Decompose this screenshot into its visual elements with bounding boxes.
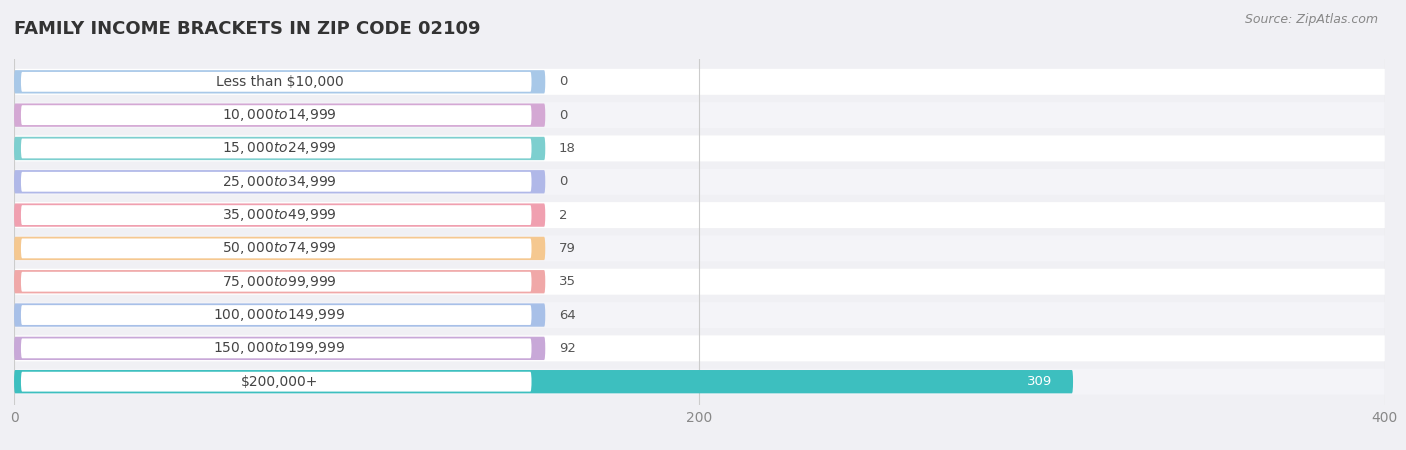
FancyBboxPatch shape <box>21 238 531 258</box>
FancyBboxPatch shape <box>21 338 531 358</box>
FancyBboxPatch shape <box>14 337 546 360</box>
Text: 79: 79 <box>560 242 576 255</box>
FancyBboxPatch shape <box>21 172 531 192</box>
FancyBboxPatch shape <box>14 270 546 293</box>
FancyBboxPatch shape <box>14 169 1385 195</box>
FancyBboxPatch shape <box>14 302 1385 328</box>
Text: $15,000 to $24,999: $15,000 to $24,999 <box>222 140 337 157</box>
FancyBboxPatch shape <box>14 269 1385 295</box>
FancyBboxPatch shape <box>14 303 546 327</box>
Text: $50,000 to $74,999: $50,000 to $74,999 <box>222 240 337 256</box>
FancyBboxPatch shape <box>21 305 531 325</box>
Text: $150,000 to $199,999: $150,000 to $199,999 <box>214 340 346 356</box>
FancyBboxPatch shape <box>21 139 531 158</box>
FancyBboxPatch shape <box>14 170 546 194</box>
Text: 18: 18 <box>560 142 576 155</box>
FancyBboxPatch shape <box>14 370 1073 393</box>
Text: $75,000 to $99,999: $75,000 to $99,999 <box>222 274 337 290</box>
FancyBboxPatch shape <box>14 369 1385 395</box>
FancyBboxPatch shape <box>14 104 546 127</box>
FancyBboxPatch shape <box>14 135 1385 162</box>
FancyBboxPatch shape <box>14 137 546 160</box>
Text: 0: 0 <box>560 108 568 122</box>
Text: Less than $10,000: Less than $10,000 <box>215 75 343 89</box>
FancyBboxPatch shape <box>21 205 531 225</box>
Text: $25,000 to $34,999: $25,000 to $34,999 <box>222 174 337 190</box>
FancyBboxPatch shape <box>14 70 546 94</box>
FancyBboxPatch shape <box>21 72 531 92</box>
FancyBboxPatch shape <box>14 335 1385 361</box>
FancyBboxPatch shape <box>14 202 1385 228</box>
FancyBboxPatch shape <box>21 272 531 292</box>
FancyBboxPatch shape <box>14 102 1385 128</box>
Text: $10,000 to $14,999: $10,000 to $14,999 <box>222 107 337 123</box>
FancyBboxPatch shape <box>14 237 546 260</box>
Text: 309: 309 <box>1028 375 1053 388</box>
FancyBboxPatch shape <box>21 105 531 125</box>
Text: 92: 92 <box>560 342 576 355</box>
Text: $35,000 to $49,999: $35,000 to $49,999 <box>222 207 337 223</box>
Text: $200,000+: $200,000+ <box>240 375 318 389</box>
Text: 2: 2 <box>560 209 568 221</box>
Text: FAMILY INCOME BRACKETS IN ZIP CODE 02109: FAMILY INCOME BRACKETS IN ZIP CODE 02109 <box>14 20 481 38</box>
FancyBboxPatch shape <box>21 372 531 392</box>
Text: Source: ZipAtlas.com: Source: ZipAtlas.com <box>1244 14 1378 27</box>
Text: 0: 0 <box>560 75 568 88</box>
Text: 64: 64 <box>560 309 575 322</box>
Text: $100,000 to $149,999: $100,000 to $149,999 <box>214 307 346 323</box>
FancyBboxPatch shape <box>14 235 1385 261</box>
FancyBboxPatch shape <box>14 203 546 227</box>
FancyBboxPatch shape <box>14 69 1385 95</box>
Text: 0: 0 <box>560 175 568 188</box>
Text: 35: 35 <box>560 275 576 288</box>
